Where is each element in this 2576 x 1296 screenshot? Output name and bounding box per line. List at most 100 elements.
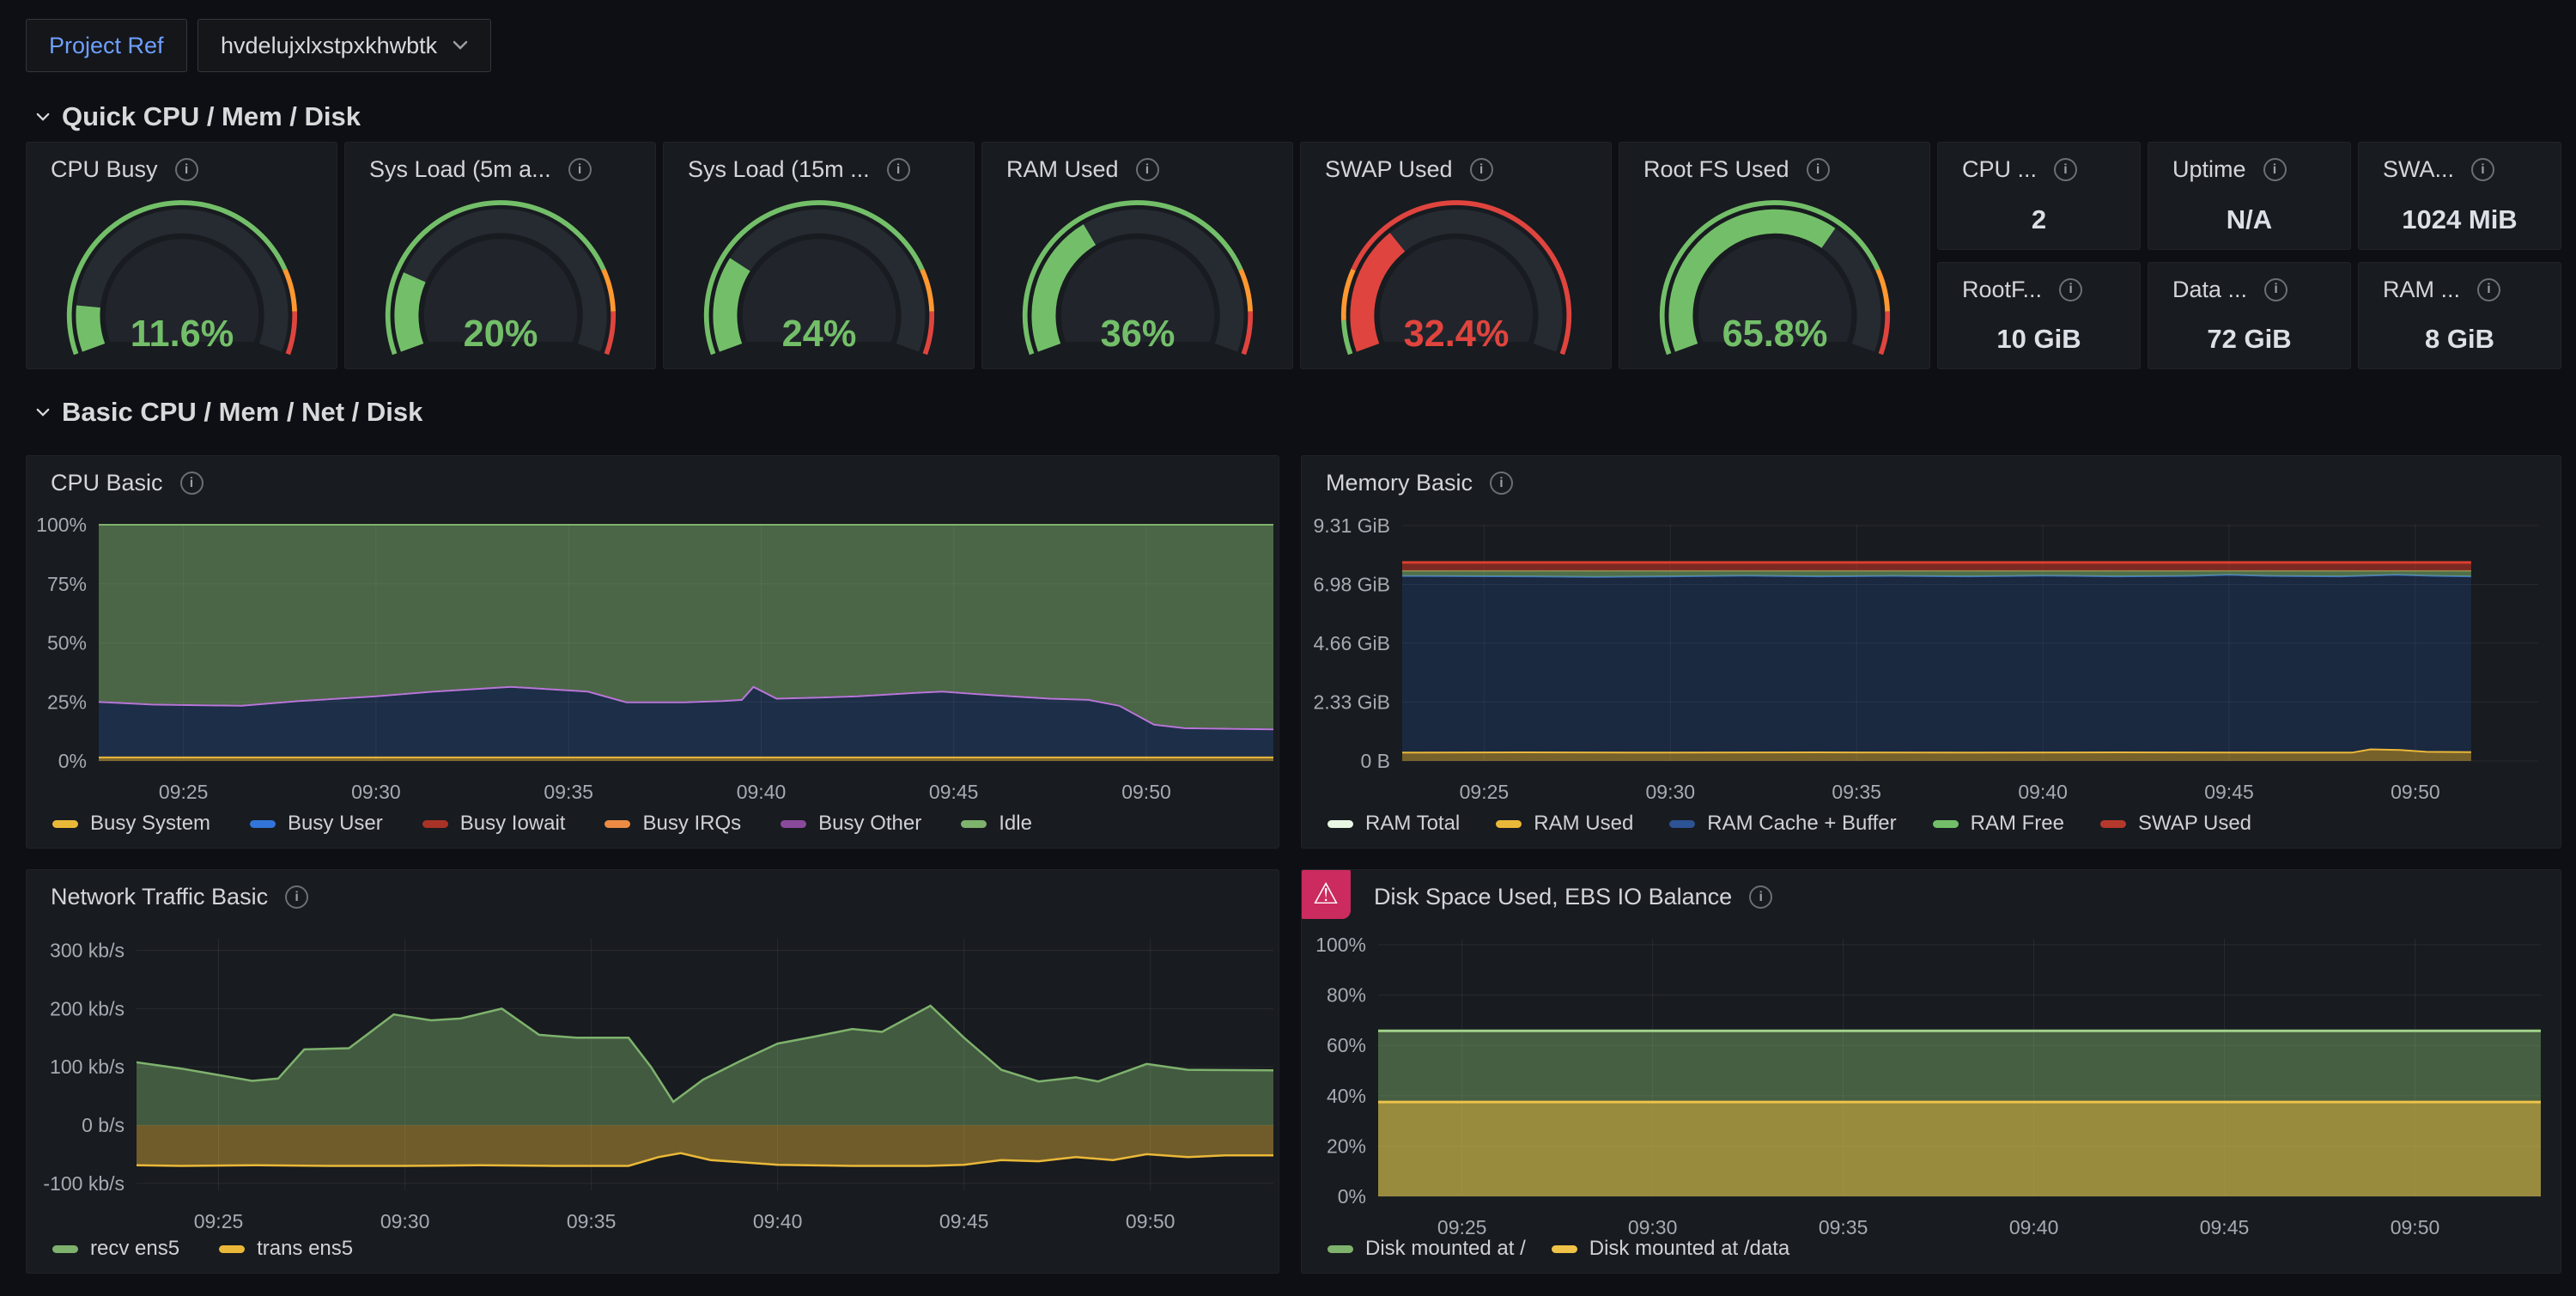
y-tick-label: 9.31 GiB	[1314, 514, 1391, 537]
legend-item[interactable]: Busy User	[250, 812, 383, 836]
y-tick-label: 4.66 GiB	[1314, 632, 1391, 654]
panel-header[interactable]: SWAP Used i	[1325, 156, 1493, 183]
alert-state-badge[interactable]: ⚠	[1301, 869, 1351, 919]
x-tick-label: 09:35	[544, 781, 593, 803]
gauge: 36%	[1002, 186, 1273, 366]
x-tick-label: 09:30	[1646, 781, 1696, 803]
panel-gauge-ram-used: RAM Used i 36%	[981, 142, 1293, 369]
chart-legend: RAM Total RAM Used RAM Cache + Buffer RAM F…	[1327, 812, 2251, 836]
warning-triangle-icon: ⚠	[1313, 879, 1339, 909]
legend-item[interactable]: RAM Total	[1327, 812, 1460, 836]
gauge-value: 20%	[463, 313, 538, 355]
panel-title: CPU Basic	[51, 470, 163, 496]
legend-item[interactable]: Busy Other	[781, 812, 921, 836]
info-icon[interactable]: i	[887, 158, 910, 181]
x-tick-label: 09:45	[2204, 781, 2254, 803]
info-icon[interactable]: i	[2263, 158, 2287, 181]
chart-legend: Disk mounted at / Disk mounted at /data	[1327, 1237, 1789, 1261]
panel-title: Data ...	[2172, 277, 2247, 303]
legend-item[interactable]: SWAP Used	[2100, 812, 2251, 836]
legend-item[interactable]: recv ens5	[52, 1237, 179, 1261]
legend-item[interactable]: RAM Free	[1933, 812, 2064, 836]
stat-column: SWA... i 1024 MiB RAM ... i 8 GiB	[2358, 142, 2561, 369]
info-icon[interactable]: i	[1490, 472, 1513, 495]
legend-item[interactable]: Busy System	[52, 812, 210, 836]
gauge-threshold-ring	[288, 312, 295, 354]
panel-header[interactable]: Root FS Used i	[1643, 156, 1830, 183]
info-icon[interactable]: i	[285, 885, 308, 909]
legend-label: recv ens5	[90, 1237, 179, 1261]
panel-header[interactable]: Uptime i	[2172, 156, 2287, 183]
info-icon[interactable]: i	[1749, 885, 1772, 909]
panel-gauge-sys-load-5m-a: Sys Load (5m a... i 20%	[344, 142, 656, 369]
panel-header[interactable]: Sys Load (15m ... i	[688, 156, 910, 183]
legend-swatch	[1669, 820, 1695, 828]
section-row-quick[interactable]: Quick CPU / Mem / Disk	[36, 101, 361, 132]
y-tick-label: 100 kb/s	[50, 1056, 125, 1078]
panel-header[interactable]: SWA... i	[2383, 156, 2494, 183]
chart-cpu[interactable]: 0%25%50%75%100%09:2509:3009:3509:4009:45…	[27, 456, 1279, 849]
legend-label: Busy Other	[818, 812, 921, 836]
panel-title: SWAP Used	[1325, 156, 1453, 183]
info-icon[interactable]: i	[2054, 158, 2077, 181]
panel-title: RAM Used	[1006, 156, 1119, 183]
info-icon[interactable]: i	[180, 472, 204, 495]
x-tick-label: 09:25	[1437, 1216, 1487, 1238]
panel-header[interactable]: Disk Space Used, EBS IO Balance i	[1374, 884, 1772, 910]
panel-header[interactable]: CPU Busy i	[51, 156, 198, 183]
legend-item[interactable]: RAM Used	[1496, 812, 1633, 836]
gauge-threshold-ring	[925, 312, 932, 354]
info-icon[interactable]: i	[1136, 158, 1159, 181]
chart-mem[interactable]: 0 B2.33 GiB4.66 GiB6.98 GiB9.31 GiB09:25…	[1302, 456, 2561, 849]
chevron-down-icon	[453, 40, 468, 51]
x-tick-label: 09:30	[351, 781, 401, 803]
info-icon[interactable]: i	[568, 158, 592, 181]
x-tick-label: 09:25	[1460, 781, 1510, 803]
legend-label: RAM Cache + Buffer	[1707, 812, 1896, 836]
info-icon[interactable]: i	[1470, 158, 1493, 181]
legend-item[interactable]: Idle	[961, 812, 1032, 836]
chart-disk[interactable]: 0%20%40%60%80%100%09:2509:3009:3509:4009…	[1302, 870, 2561, 1274]
panel-header[interactable]: Memory Basic i	[1326, 470, 1513, 496]
x-tick-label: 09:35	[567, 1210, 617, 1232]
y-tick-label: 60%	[1327, 1034, 1366, 1056]
panel-header[interactable]: RAM ... i	[2383, 277, 2500, 303]
info-icon[interactable]: i	[2059, 278, 2082, 301]
variable-dropdown[interactable]: hvdelujxlxstpxkhwbtk	[197, 19, 491, 72]
panel-header[interactable]: Sys Load (5m a... i	[369, 156, 592, 183]
info-icon[interactable]: i	[175, 158, 198, 181]
panel-header[interactable]: CPU ... i	[1962, 156, 2077, 183]
legend-swatch	[1552, 1245, 1577, 1253]
legend-item[interactable]: Disk mounted at /	[1327, 1237, 1526, 1261]
legend-item[interactable]: Busy Iowait	[422, 812, 566, 836]
legend-item[interactable]: RAM Cache + Buffer	[1669, 812, 1896, 836]
panel-title: Root FS Used	[1643, 156, 1789, 183]
x-tick-label: 09:50	[1121, 781, 1171, 803]
y-tick-label: 0%	[1338, 1185, 1366, 1208]
legend-item[interactable]: Disk mounted at /data	[1552, 1237, 1789, 1261]
panel-header[interactable]: RootF... i	[1962, 277, 2082, 303]
y-tick-label: 20%	[1327, 1135, 1366, 1157]
panel-header[interactable]: CPU Basic i	[51, 470, 204, 496]
gauge-value-arc	[725, 265, 739, 348]
gauge-value: 32.4%	[1403, 313, 1509, 355]
info-icon[interactable]: i	[1807, 158, 1830, 181]
gauge-value: 11.6%	[130, 313, 233, 355]
gauge-row: CPU Busy i 11.6% Sys Load (5m a... i 20%…	[26, 142, 2561, 369]
panel-header[interactable]: Data ... i	[2172, 277, 2287, 303]
variable-label[interactable]: Project Ref	[26, 19, 187, 72]
legend-item[interactable]: trans ens5	[219, 1237, 353, 1261]
gauge: 20%	[365, 186, 636, 366]
legend-item[interactable]: Busy IRQs	[605, 812, 741, 836]
info-icon[interactable]: i	[2471, 158, 2494, 181]
y-tick-label: 0%	[58, 750, 87, 772]
info-icon[interactable]: i	[2264, 278, 2287, 301]
panel-gauge-sys-load-15m: Sys Load (15m ... i 24%	[663, 142, 975, 369]
chart-net[interactable]: -100 kb/s0 b/s100 kb/s200 kb/s300 kb/s09…	[27, 870, 1279, 1274]
panel-header[interactable]: Network Traffic Basic i	[51, 884, 308, 910]
info-icon[interactable]: i	[2477, 278, 2500, 301]
panel-header[interactable]: RAM Used i	[1006, 156, 1159, 183]
panel-title: Memory Basic	[1326, 470, 1473, 496]
panel-stat-ram: RAM ... i 8 GiB	[2358, 262, 2561, 370]
section-row-basic[interactable]: Basic CPU / Mem / Net / Disk	[36, 397, 422, 428]
